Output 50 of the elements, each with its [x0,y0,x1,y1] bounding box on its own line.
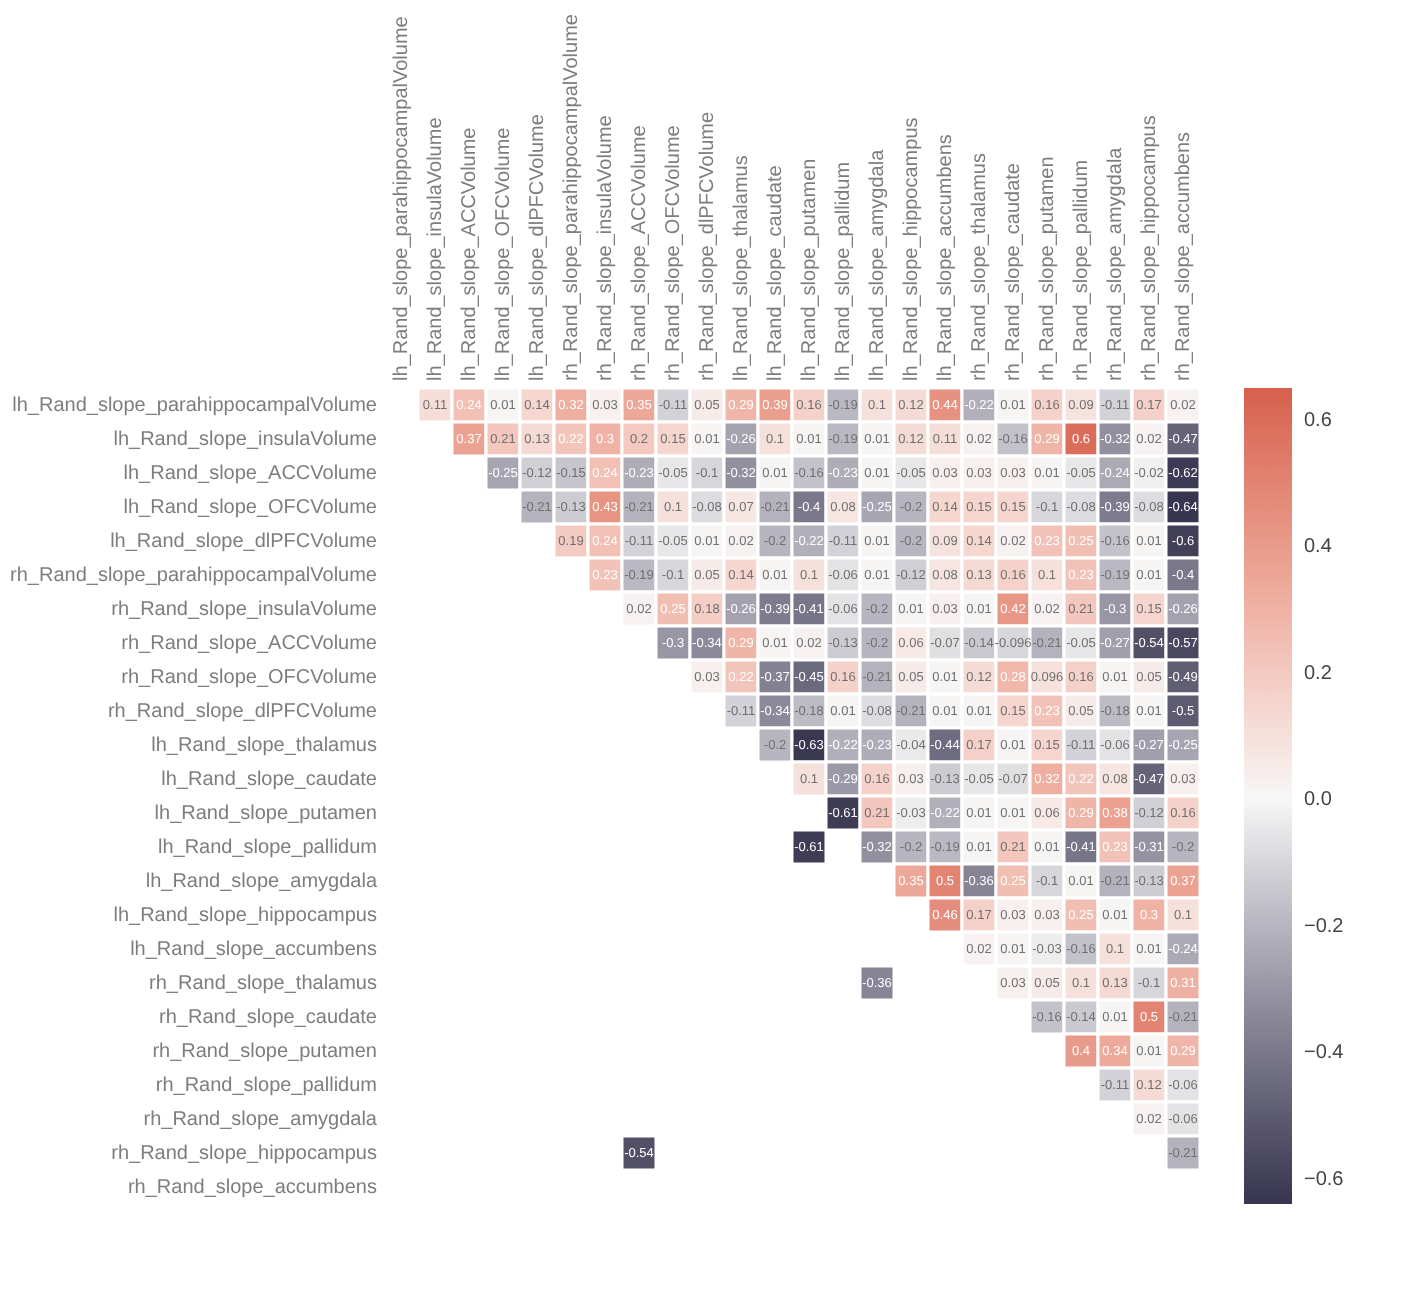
x-tick-label: rh_Rand_slope_thalamus [969,153,991,381]
color-bar-label: −0.6 [1304,1168,1345,1191]
x-tick-label: lh_Rand_slope_dlPFCVolume [527,113,549,381]
x-tick-label: lh_Rand_slope_pallidum [833,161,855,381]
x-tick-label: lh_Rand_slope_putamen [799,158,821,381]
y-tick-label: rh_Rand_slope_thalamus [149,973,377,995]
y-tick-label: rh_Rand_slope_OFCVolume [121,667,378,689]
color-bar-label: 0.0 [1304,789,1333,812]
x-tick-label: rh_Rand_slope_putamen [1037,156,1059,381]
x-tick-label: lh_Rand_slope_accumbens [935,134,957,381]
x-tick-label: rh_Rand_slope_ACCVolume [629,124,651,381]
x-tick-label: lh_Rand_slope_caudate [765,164,787,381]
y-tick-label: rh_Rand_slope_hippocampus [111,1143,377,1165]
y-tick-label: lh_Rand_slope_dlPFCVolume [110,531,378,553]
color-bar-label: 0.6 [1304,409,1333,432]
y-tick-label: lh_Rand_slope_amygdala [145,871,378,893]
y-tick-label: rh_Rand_slope_caudate [159,1007,378,1029]
y-tick-label: rh_Rand_slope_insulaVolume [111,599,378,621]
y-tick-label: rh_Rand_slope_ACCVolume [121,633,378,655]
color-bar-label: −0.2 [1304,915,1345,938]
y-tick-label: lh_Rand_slope_pallidum [157,837,377,859]
y-tick-label: rh_Rand_slope_accumbens [127,1177,377,1199]
y-tick-label: rh_Rand_slope_putamen [152,1041,377,1063]
x-tick-label: rh_Rand_slope_insulaVolume [595,114,617,381]
x-tick-label: rh_Rand_slope_amygdala [1105,146,1127,381]
y-tick-label: rh_Rand_slope_pallidum [155,1075,377,1097]
x-tick-label: lh_Rand_slope_hippocampus [901,117,923,381]
y-tick-label: rh_Rand_slope_dlPFCVolume [107,701,378,723]
y-tick-label: lh_Rand_slope_hippocampus [113,905,377,927]
color-bar-label: −0.4 [1304,1042,1345,1065]
y-tick-label: lh_Rand_slope_insulaVolume [113,429,378,451]
y-tick-label: rh_Rand_slope_parahippocampalVolume [10,565,378,587]
color-bar-label: 0.2 [1304,662,1333,685]
x-tick-label: lh_Rand_slope_amygdala [867,148,889,381]
y-tick-label: lh_Rand_slope_accumbens [130,939,377,961]
y-tick-label: lh_Rand_slope_putamen [154,803,377,825]
y-tick-label: rh_Rand_slope_amygdala [143,1109,378,1131]
y-tick-label: lh_Rand_slope_parahippocampalVolume [12,395,378,417]
x-tick-label: rh_Rand_slope_pallidum [1071,159,1093,381]
y-tick-label: lh_Rand_slope_thalamus [151,735,377,757]
x-tick-label: rh_Rand_slope_accumbens [1173,131,1195,381]
x-tick-label: lh_Rand_slope_thalamus [731,155,753,381]
color-bar-label: 0.4 [1304,536,1333,559]
x-tick-label: rh_Rand_slope_caudate [1003,162,1025,381]
y-tick-label: lh_Rand_slope_OFCVolume [123,497,378,519]
y-tick-label: lh_Rand_slope_ACCVolume [123,463,378,485]
x-tick-label: rh_Rand_slope_OFCVolume [663,124,685,381]
y-tick-label: lh_Rand_slope_caudate [161,769,378,791]
x-tick-label: rh_Rand_slope_hippocampus [1139,115,1161,381]
x-tick-label: rh_Rand_slope_dlPFCVolume [697,111,719,381]
